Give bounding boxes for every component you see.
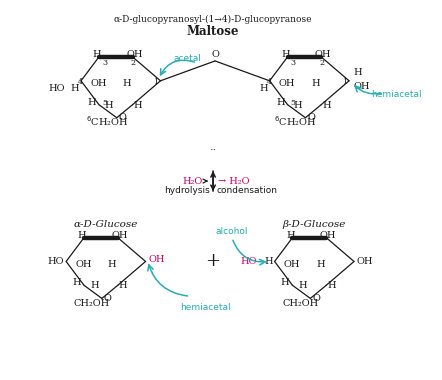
Text: 5: 5 [102,99,107,107]
Text: O: O [312,294,320,303]
Text: 3: 3 [102,59,107,67]
Text: H: H [119,281,127,290]
Text: OH: OH [126,50,143,59]
Text: H: H [78,231,86,240]
Text: alcohol: alcohol [216,227,248,236]
Text: OH: OH [315,50,332,59]
Text: H: H [327,281,336,290]
Text: 4: 4 [267,78,272,86]
Text: H: H [72,278,81,287]
Text: OH: OH [90,79,107,88]
Text: H: H [311,79,320,88]
Text: hemiacetal: hemiacetal [180,302,230,312]
Text: H: H [316,260,325,269]
Text: hemiacetal: hemiacetal [371,90,422,99]
Text: OH: OH [353,82,370,91]
Text: OH: OH [279,79,295,88]
Text: H: H [108,260,116,269]
Text: $^6$CH₂OH: $^6$CH₂OH [85,114,128,128]
Text: HO: HO [49,84,65,93]
Text: CH₂OH: CH₂OH [282,299,319,308]
Text: Maltose: Maltose [187,25,239,38]
Text: H: H [90,281,99,290]
Text: 2: 2 [131,59,136,67]
Text: ··: ·· [210,145,217,155]
Text: OH: OH [149,255,165,264]
Text: 2: 2 [319,59,324,67]
Text: α-D-glucopyranosyl-(1→4)-D-glucopyranose: α-D-glucopyranosyl-(1→4)-D-glucopyranose [114,15,312,24]
Text: → H₂O: → H₂O [218,177,250,185]
Text: O: O [104,294,112,303]
Text: acetal: acetal [173,54,201,63]
Text: H: H [286,231,295,240]
Text: H: H [105,101,114,110]
Text: +: + [206,252,221,271]
Text: H: H [88,98,96,107]
Text: H: H [298,281,307,290]
Text: 5: 5 [290,99,296,107]
Text: OH: OH [76,260,92,269]
Text: $^6$CH₂OH: $^6$CH₂OH [274,114,317,128]
Text: H₂O: H₂O [183,177,203,185]
Text: α-D-Glucose: α-D-Glucose [74,220,138,229]
Text: OH: OH [357,257,373,266]
Text: hydrolysis: hydrolysis [164,186,210,195]
Text: β-D-Glucose: β-D-Glucose [282,220,346,229]
Text: OH: OH [111,231,128,240]
Text: H: H [293,101,302,110]
Text: OH: OH [284,260,301,269]
Text: OH: OH [320,231,336,240]
Text: O: O [307,113,315,122]
Text: O: O [119,113,126,122]
Text: H: H [264,257,273,266]
Text: H: H [93,50,101,59]
Text: 1: 1 [153,78,159,86]
Text: 3: 3 [290,59,296,67]
Text: H: H [353,68,362,78]
Text: H: H [259,84,268,93]
Text: CH₂OH: CH₂OH [74,299,110,308]
Text: H: H [281,50,290,59]
Text: HO: HO [240,257,257,266]
Text: H: H [322,101,331,110]
Text: H: H [133,101,142,110]
Text: O: O [211,50,219,59]
Text: H: H [70,84,79,93]
Text: HO: HO [48,257,64,266]
Text: H: H [123,79,131,88]
Text: H: H [281,278,290,287]
Text: condensation: condensation [216,186,277,195]
Text: 4: 4 [78,78,83,86]
Text: H: H [276,98,285,107]
Text: 1: 1 [342,78,347,86]
